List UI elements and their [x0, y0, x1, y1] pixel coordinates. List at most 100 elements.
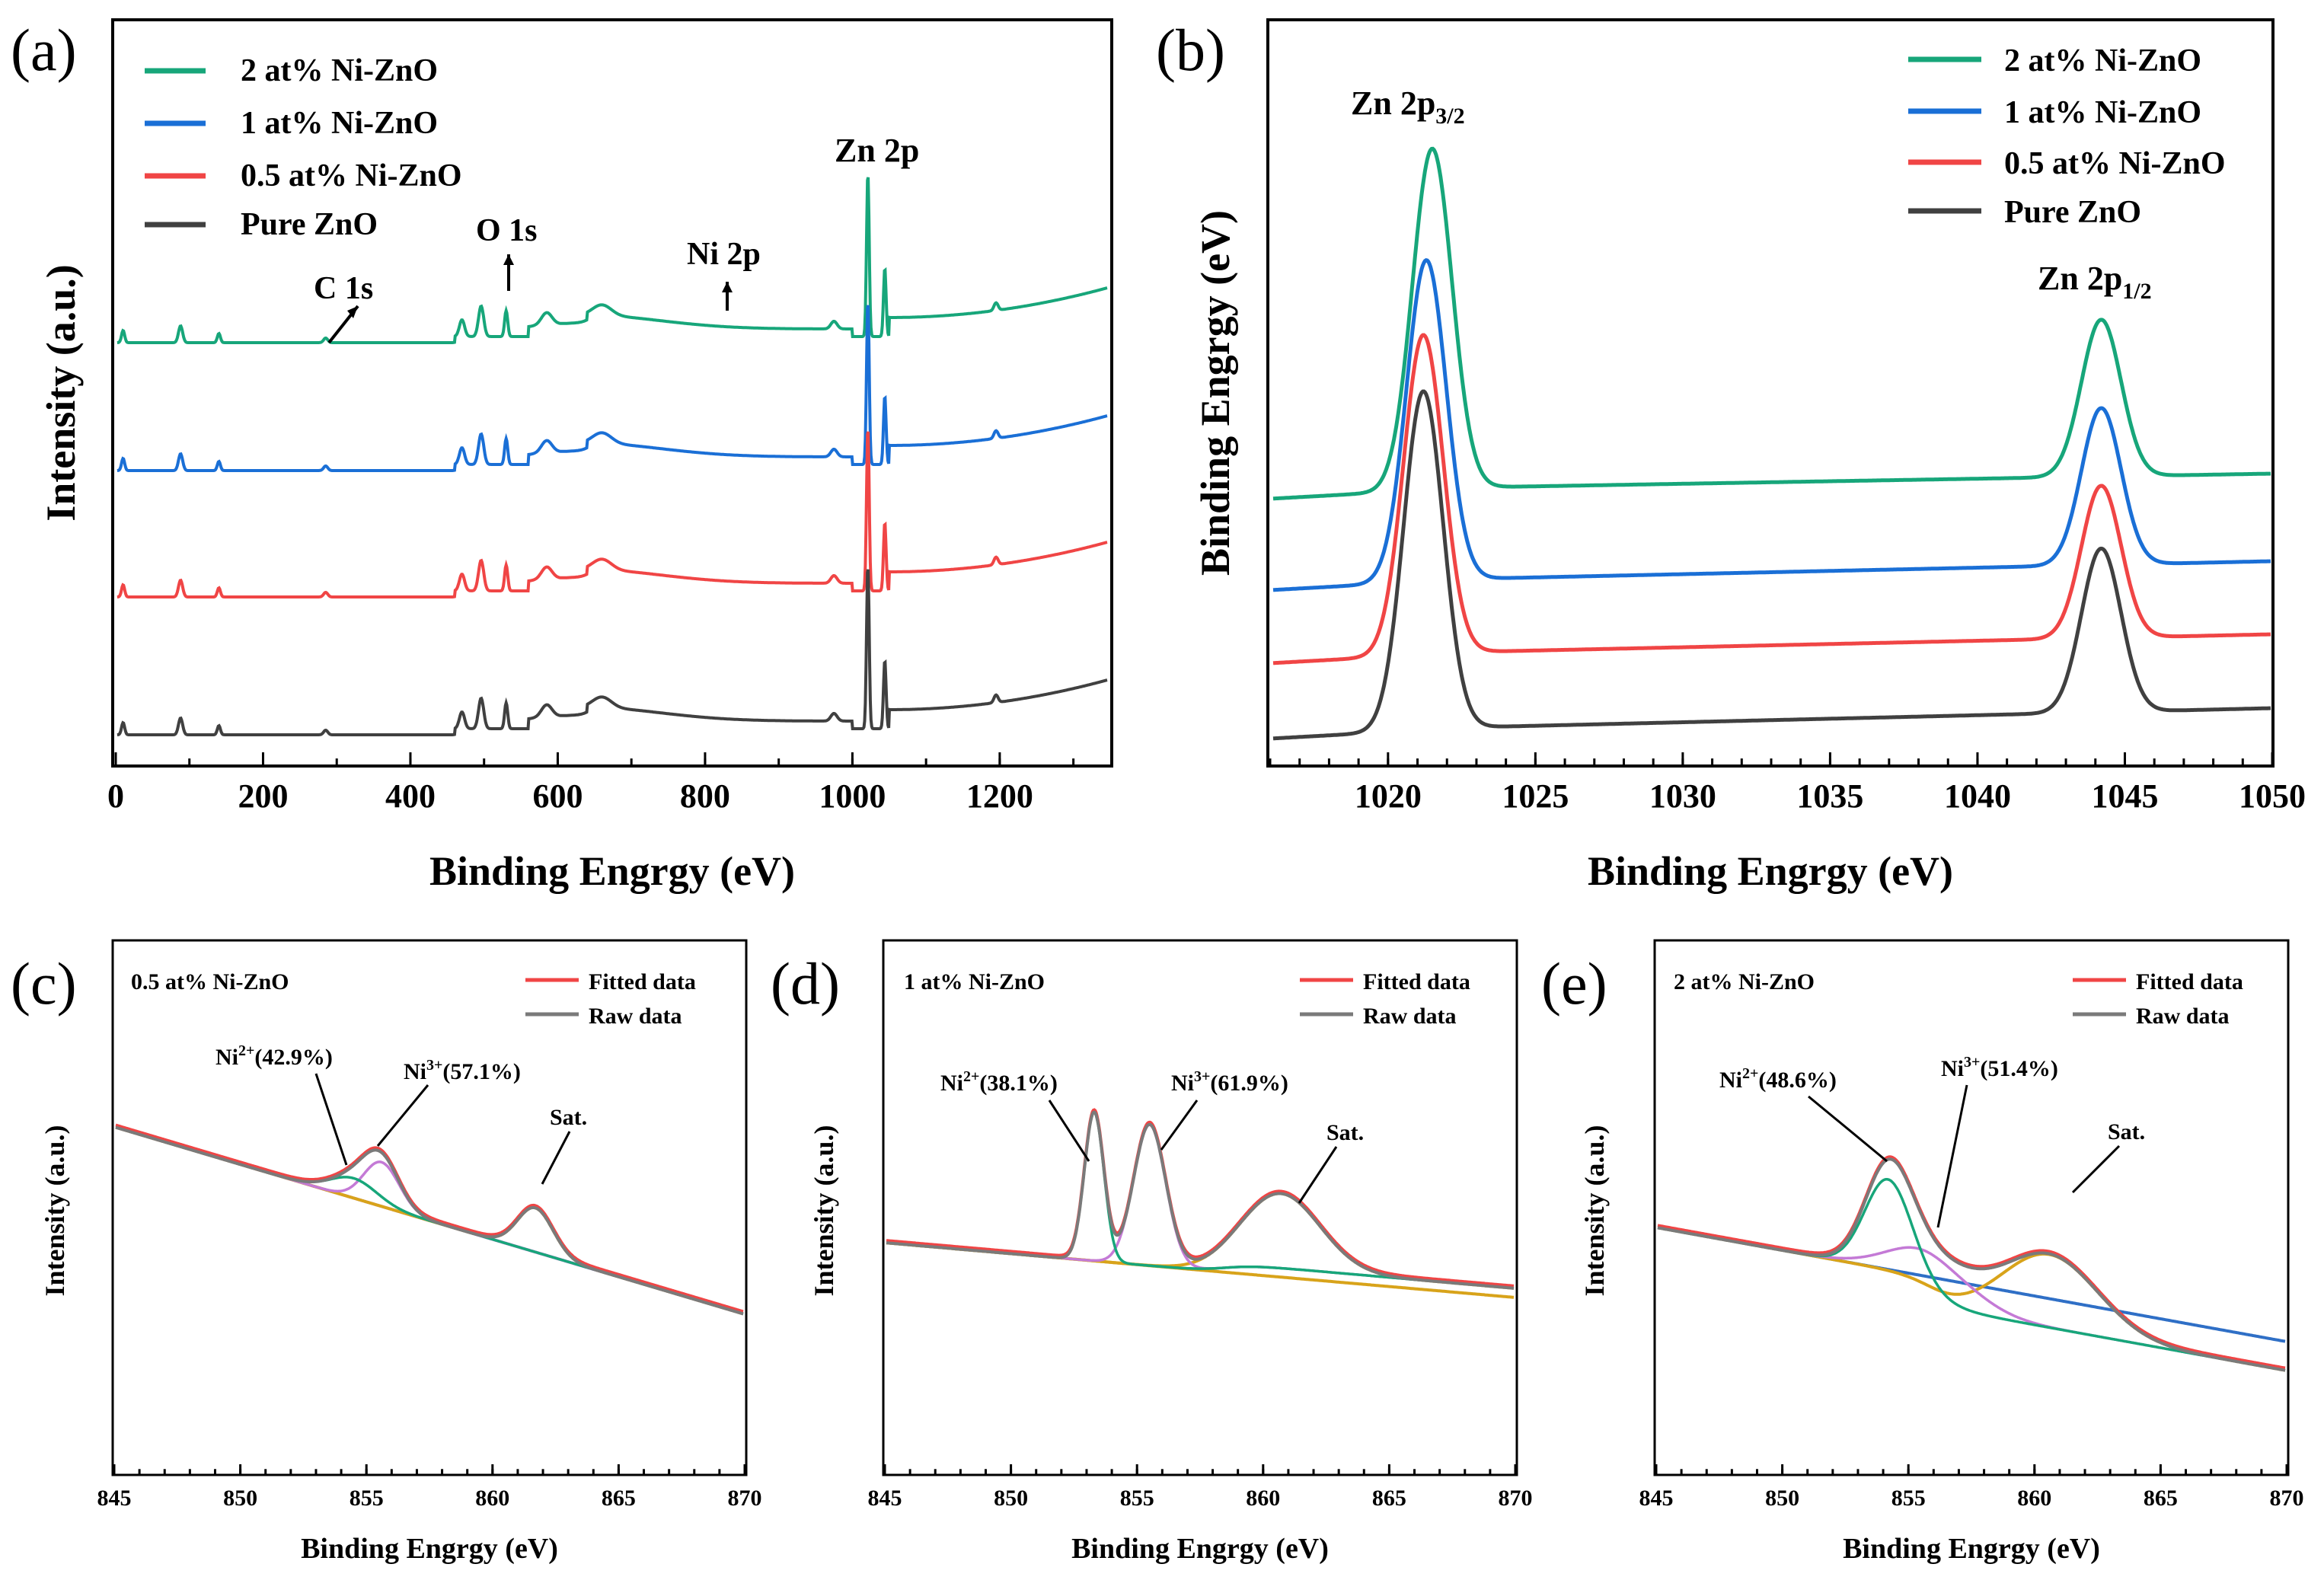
panel-d-sample: 1 at% Ni-ZnO [904, 969, 1045, 994]
tick-label: 870 [728, 1486, 762, 1511]
tick-label: 1035 [1796, 777, 1863, 815]
legend-b-label-1at: 1 at% Ni-ZnO [2004, 95, 2201, 130]
tick-label: 800 [680, 777, 730, 815]
panel-b-legend: 2 at% Ni-ZnO 1 at% Ni-ZnO 0.5 at% Ni-ZnO… [1908, 43, 2226, 230]
legend-e-fitted: Fitted data [2136, 969, 2243, 994]
label-e-sat: Sat. [2108, 1119, 2145, 1144]
arrow-c-ni3 [376, 1084, 429, 1147]
peak-label-zn2p32: Zn 2p3/2 [1351, 85, 1465, 129]
annot-o1s: O 1s [476, 213, 538, 248]
tick-label: 855 [350, 1486, 384, 1511]
ni2-component [1657, 1178, 2286, 1372]
curve-2at [117, 177, 1108, 344]
raw-curve [1657, 1157, 2286, 1372]
panel-e-ylabel: Intensity (a.u.) [1579, 1125, 1610, 1296]
arrow-d-ni2 [1048, 1100, 1090, 1162]
arrow-e-ni2 [1808, 1095, 1888, 1163]
legend-c-fitted: Fitted data [589, 969, 696, 994]
panel-c: (c) 0.5 at% Ni-ZnO Fitted data Raw data … [11, 939, 762, 1565]
tick-label: 1040 [1944, 777, 2011, 815]
tick-label: 600 [532, 777, 583, 815]
arrow-d-ni3 [1160, 1100, 1199, 1151]
legend-e-raw: Raw data [2136, 1004, 2230, 1029]
arrow-o1s-head [503, 254, 514, 265]
panel-d-curves [886, 1108, 1515, 1299]
panel-e-curves [1657, 1155, 2286, 1372]
label-d-sat: Sat. [1326, 1120, 1364, 1145]
arrow-d-sat [1298, 1146, 1338, 1204]
arrow-e-sat [2071, 1144, 2121, 1194]
tick-label: 1000 [819, 777, 886, 815]
curve-b-05at [1272, 333, 2271, 666]
panel-b-letter: (b) [1156, 17, 1225, 83]
panel-a-xlabel: Binding Engrgy (eV) [429, 848, 795, 894]
tick-label: 850 [994, 1486, 1028, 1511]
tick-label: 1045 [2091, 777, 2158, 815]
legend-label-2at: 2 at% Ni-ZnO [241, 53, 438, 88]
arrow-c-sat [541, 1131, 571, 1185]
curve-1at [117, 305, 1108, 472]
tick-label: 400 [385, 777, 436, 815]
panel-c-ylabel: Intensity (a.u.) [40, 1125, 70, 1296]
panel-e-legend: Fitted data Raw data [2073, 969, 2243, 1029]
tick-label: 850 [223, 1486, 257, 1511]
legend-b-label-2at: 2 at% Ni-ZnO [2004, 43, 2201, 78]
fitted-curve [886, 1108, 1515, 1288]
legend-label-pure: Pure ZnO [241, 207, 378, 242]
curve-pure [117, 569, 1108, 736]
panel-b-ylabel: Binding Engrgy (eV) [1192, 210, 1238, 576]
tick-label: 845 [97, 1486, 132, 1511]
tick-label: 1025 [1502, 777, 1569, 815]
tick-label: 1050 [2239, 777, 2306, 815]
ni3-component [886, 1123, 1515, 1290]
panel-a-x-ticks: 0 200 400 600 800 1000 1200 [107, 752, 1075, 815]
tick-label: 855 [1120, 1486, 1154, 1511]
panel-d-xlabel: Binding Engrgy (eV) [1071, 1533, 1329, 1565]
tick-label: 865 [1372, 1486, 1406, 1511]
panel-d-legend: Fitted data Raw data [1300, 969, 1470, 1029]
arrow-ni2p-head [722, 282, 733, 292]
tick-label: 200 [238, 777, 288, 815]
panel-c-curves [115, 1123, 744, 1316]
tick-label: 855 [1891, 1486, 1926, 1511]
panel-a-letter: (a) [11, 17, 77, 83]
panel-d-ylabel: Intensity (a.u.) [809, 1125, 839, 1296]
tick-label: 870 [2270, 1486, 2304, 1511]
tick-label: 870 [1499, 1486, 1533, 1511]
panel-c-sample: 0.5 at% Ni-ZnO [131, 969, 289, 994]
tick-label: 1030 [1649, 777, 1716, 815]
legend-label-05at: 0.5 at% Ni-ZnO [241, 158, 462, 193]
panel-b-x-ticks: 1020 1025 1030 1035 1040 1045 1050 [1269, 752, 2306, 815]
panel-b-xlabel: Binding Engrgy (eV) [1588, 848, 1953, 894]
legend-d-fitted: Fitted data [1363, 969, 1470, 994]
tick-label: 865 [2144, 1486, 2178, 1511]
tick-label: 845 [868, 1486, 902, 1511]
legend-b-label-pure: Pure ZnO [2004, 195, 2141, 230]
ni2-component [886, 1110, 1515, 1290]
annot-zn2p: Zn 2p [835, 132, 919, 169]
panel-e-letter: (e) [1541, 950, 1607, 1017]
label-c-ni3: Ni3+(57.1%) [404, 1057, 521, 1084]
label-c-sat: Sat. [550, 1105, 587, 1130]
tick-label: 1200 [966, 777, 1033, 815]
annot-ni2p: Ni 2p [687, 237, 761, 272]
label-e-ni2: Ni2+(48.6%) [1719, 1065, 1837, 1093]
panel-a-curves [117, 177, 1108, 736]
panel-a: (a) 0 200 400 600 800 1000 1200 2 at% Ni-ZnO 1… [11, 17, 1113, 894]
fitted-curve [115, 1123, 744, 1313]
panel-d-letter: (d) [771, 950, 840, 1017]
tick-label: 865 [602, 1486, 636, 1511]
tick-label: 845 [1639, 1486, 1674, 1511]
panel-d-frame [882, 939, 1518, 1476]
arrow-c1s-head [347, 306, 358, 318]
annot-c1s: C 1s [314, 271, 373, 306]
label-c-ni2: Ni2+(42.9%) [215, 1042, 333, 1070]
legend-d-raw: Raw data [1363, 1004, 1457, 1029]
curve-b-pure [1272, 389, 2271, 741]
arrow-c-ni2 [314, 1073, 348, 1166]
raw-curve [115, 1125, 744, 1316]
legend-c-raw: Raw data [589, 1004, 682, 1029]
panel-e-x-ticks: 845 850 855 860 865 870 [1639, 1464, 2304, 1511]
curve-05at [117, 431, 1108, 598]
tick-label: 850 [1765, 1486, 1799, 1511]
